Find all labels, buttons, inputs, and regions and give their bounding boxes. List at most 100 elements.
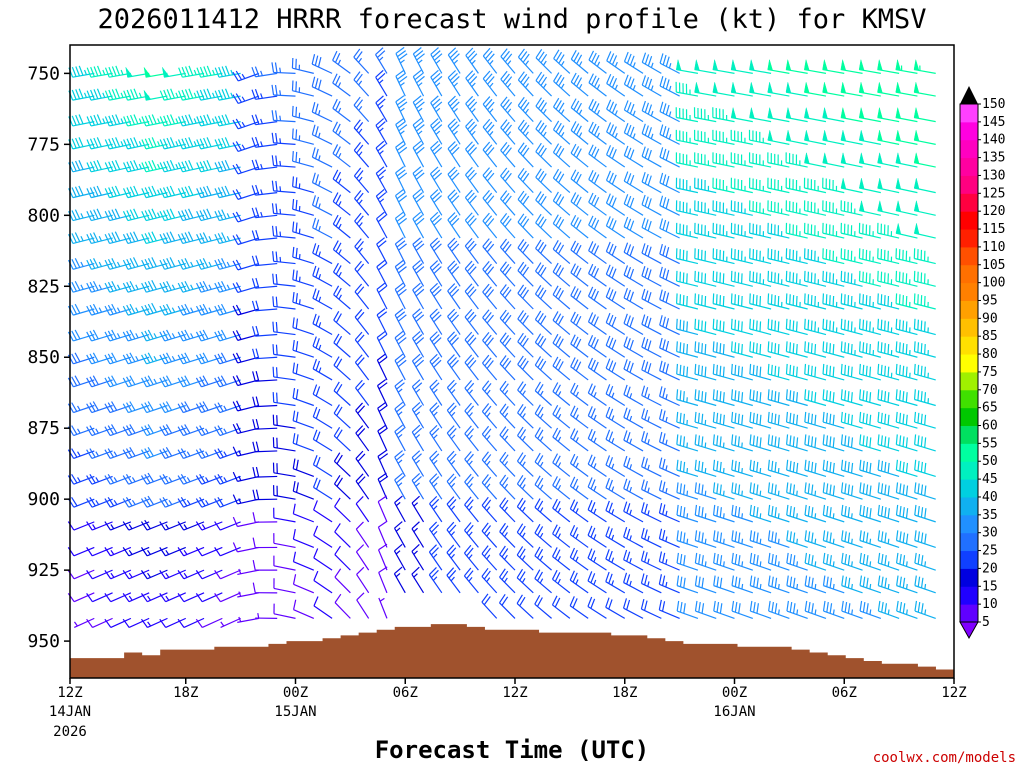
wind-barb <box>311 172 333 194</box>
wind-barb <box>713 600 735 619</box>
wind-barb <box>623 194 644 216</box>
wind-barb <box>378 566 388 594</box>
wind-barb <box>220 617 241 629</box>
wind-barb <box>822 530 845 548</box>
wind-barb <box>292 503 315 523</box>
wind-barb <box>292 292 314 310</box>
wind-barb <box>859 389 881 407</box>
wind-barb <box>623 572 644 594</box>
wind-barb <box>464 522 479 548</box>
wind-barb <box>896 600 918 619</box>
wind-barb <box>394 472 406 500</box>
wind-barb <box>429 495 443 523</box>
colorbar-bottom-arrow <box>959 621 979 640</box>
wind-barb <box>676 318 699 336</box>
wind-barb <box>804 363 827 381</box>
wind-barb <box>464 283 479 310</box>
wind-barb <box>730 152 753 168</box>
wind-barb <box>196 208 223 222</box>
wind-barb <box>104 569 132 580</box>
wind-barb <box>804 59 827 74</box>
wind-barb <box>535 191 552 216</box>
wind-barb <box>534 452 552 477</box>
colorbar-label: 15 <box>982 579 998 594</box>
wind-barb <box>877 222 900 239</box>
wind-barb <box>623 100 644 123</box>
wind-barb <box>395 46 408 74</box>
wind-barb <box>447 237 461 264</box>
wind-barb <box>464 331 479 358</box>
wind-barb <box>694 363 717 381</box>
wind-barb <box>141 375 168 388</box>
wind-barb <box>822 222 845 239</box>
wind-barb <box>570 98 589 123</box>
wind-barb <box>141 114 168 127</box>
y-tick-label: 850 <box>27 347 60 368</box>
wind-barb <box>804 459 827 478</box>
wind-barb <box>86 232 113 245</box>
wind-barb <box>552 524 571 548</box>
wind-barb <box>292 269 314 287</box>
wind-barb <box>177 569 205 580</box>
wind-barb <box>141 352 168 365</box>
wind-barb <box>375 69 388 97</box>
wind-barb <box>694 411 717 429</box>
wind-barb <box>840 293 863 310</box>
wind-barb <box>840 341 863 358</box>
wind-barb <box>292 433 315 452</box>
wind-barb <box>840 411 863 429</box>
wind-barb <box>214 425 241 437</box>
wind-barb <box>162 67 186 78</box>
wind-barb <box>553 72 571 97</box>
wind-barb <box>896 575 918 594</box>
wind-barb <box>877 178 900 194</box>
wind-barb <box>333 426 351 452</box>
wind-barb <box>713 575 735 594</box>
wind-barb <box>412 47 425 74</box>
wind-barb <box>312 407 333 429</box>
wind-barb <box>840 318 863 336</box>
wind-barb <box>605 384 626 407</box>
wind-barb <box>481 474 498 500</box>
wind-barb <box>271 62 296 74</box>
wind-barb <box>271 203 296 216</box>
wind-barb <box>641 75 662 97</box>
wind-barb <box>196 88 223 101</box>
wind-barb <box>177 474 205 485</box>
wind-barb <box>104 303 132 316</box>
wind-barb <box>499 355 516 381</box>
wind-barb <box>177 137 205 150</box>
wind-barb <box>86 375 113 388</box>
speed-colorbar: 5 10 15 20 25 30 35 40 45 50 55 60 65 70 75 80 85 90 95 100… <box>959 86 1005 640</box>
wind-barb <box>104 496 132 508</box>
wind-barb <box>214 375 241 388</box>
wind-barb <box>67 448 95 459</box>
wind-barb <box>605 429 626 452</box>
wind-barb <box>676 411 699 429</box>
wind-barb <box>354 309 370 335</box>
wind-barb <box>375 140 388 168</box>
wind-barb <box>675 152 699 168</box>
wind-barb <box>214 329 241 342</box>
wind-barb <box>292 529 315 548</box>
wind-barb <box>251 66 278 78</box>
wind-barb <box>712 59 735 74</box>
wind-barb <box>195 496 223 508</box>
wind-barb <box>292 410 314 429</box>
wind-barb <box>430 118 443 145</box>
wind-barb <box>749 434 772 452</box>
wind-barb <box>67 474 95 485</box>
wind-barb <box>804 130 827 145</box>
x-tick-label: 00Z <box>283 685 308 701</box>
wind-barb <box>482 354 498 381</box>
wind-barb <box>712 341 735 358</box>
wind-barb <box>731 434 753 452</box>
wind-barb <box>412 331 425 358</box>
colorbar-label: 105 <box>982 258 1005 273</box>
wind-barb <box>312 217 333 239</box>
wind-barb <box>767 341 790 358</box>
wind-barb <box>822 107 845 123</box>
wind-barb <box>86 137 113 150</box>
wind-barb <box>355 402 370 429</box>
wind-barb <box>292 574 315 594</box>
